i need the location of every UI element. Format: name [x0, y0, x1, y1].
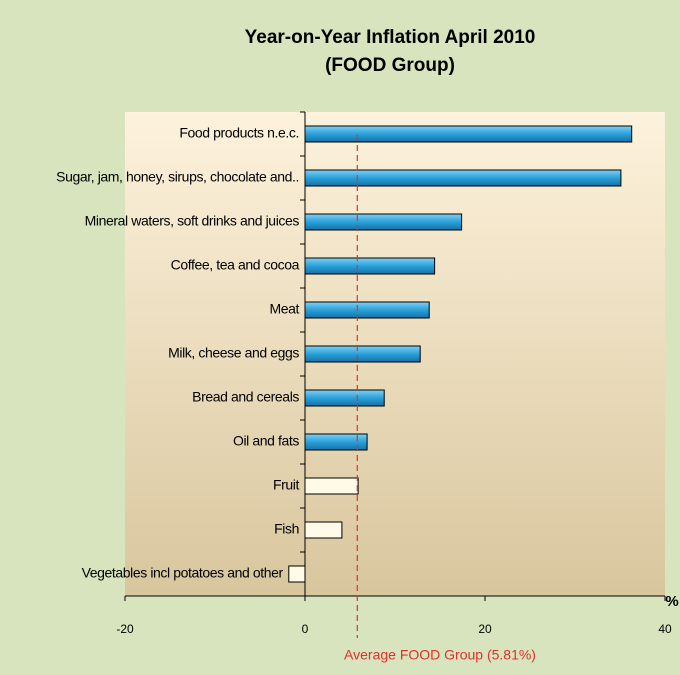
chart-subtitle: (FOOD Group) — [325, 55, 455, 76]
y-tick-label: Bread and cereals — [192, 389, 299, 405]
y-tick-label: Food products n.e.c. — [179, 125, 299, 141]
x-tick-label: 0 — [302, 622, 309, 636]
y-tick-label: Mineral waters, soft drinks and juices — [85, 213, 300, 229]
x-tick-label: 40 — [658, 622, 672, 636]
bar — [304, 433, 368, 451]
y-tick-label: Coffee, tea and cocoa — [171, 257, 300, 273]
average-label: Average FOOD Group (5.81%) — [344, 647, 536, 663]
y-tick-label: Oil and fats — [233, 433, 299, 449]
bar — [304, 125, 633, 143]
y-tick-label: Sugar, jam, honey, sirups, chocolate and… — [56, 169, 299, 185]
bar — [304, 301, 430, 319]
bar — [304, 521, 343, 539]
chart-title: Year-on-Year Inflation April 2010 — [245, 27, 536, 48]
bar — [304, 345, 421, 363]
bar — [304, 389, 385, 407]
y-tick-label: Vegetables incl potatoes and other — [82, 565, 284, 581]
y-tick-label: Meat — [269, 301, 299, 317]
y-tick-label: Fish — [274, 521, 299, 537]
x-tick-label: 20 — [478, 622, 492, 636]
bar — [288, 565, 306, 583]
x-tick-label: -20 — [116, 622, 134, 636]
bar — [304, 477, 359, 495]
x-axis-label: % — [665, 593, 678, 610]
y-tick-label: Milk, cheese and eggs — [168, 345, 299, 361]
bar — [304, 169, 622, 187]
bar — [304, 213, 463, 231]
y-tick-label: Fruit — [273, 477, 300, 493]
bar — [304, 257, 436, 275]
